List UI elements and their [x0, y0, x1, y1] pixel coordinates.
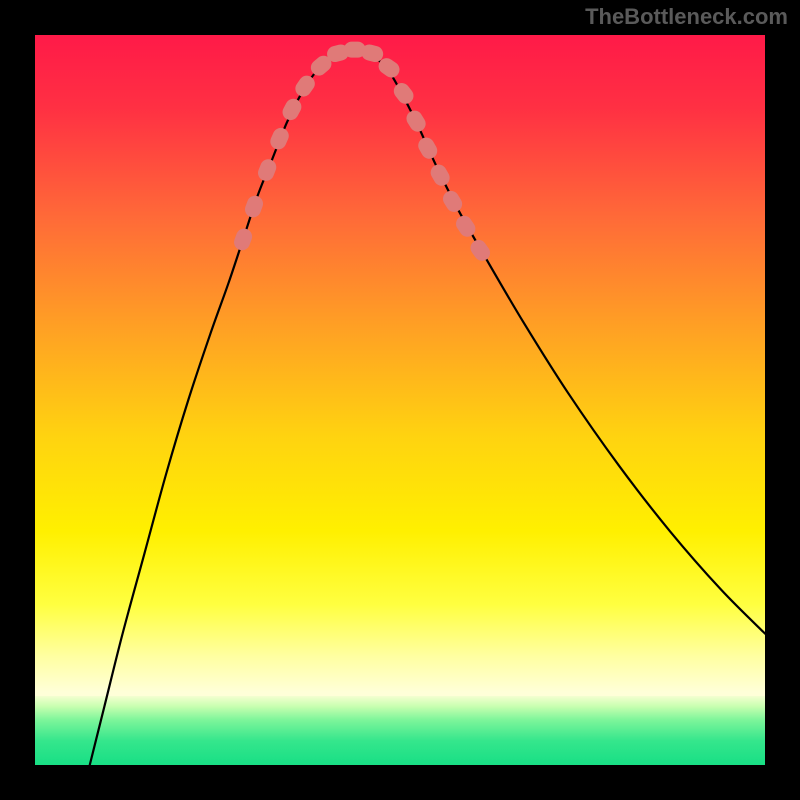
curve-marker: [232, 226, 255, 252]
curve-marker: [391, 80, 417, 107]
chart-plot-area: [35, 35, 765, 765]
curve-marker: [280, 96, 304, 123]
curve-marker: [453, 213, 479, 240]
curve-marker: [292, 73, 318, 100]
curve-marker: [440, 188, 465, 215]
curve-marker: [467, 237, 493, 264]
curve-marker: [403, 108, 428, 135]
frame-border-left: [0, 0, 35, 800]
bottleneck-curve-markers: [232, 42, 493, 264]
watermark-text: TheBottleneck.com: [585, 4, 788, 30]
frame-border-bottom: [0, 765, 800, 800]
bottleneck-curve-svg: [35, 35, 765, 765]
curve-marker: [428, 162, 453, 189]
curve-marker: [268, 125, 292, 152]
curve-marker: [243, 193, 266, 219]
curve-marker: [256, 157, 279, 183]
frame-border-right: [765, 0, 800, 800]
curve-marker: [415, 135, 440, 162]
